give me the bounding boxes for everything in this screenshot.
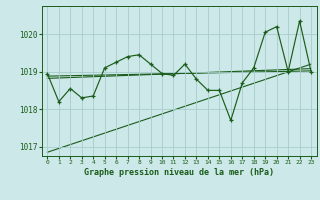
X-axis label: Graphe pression niveau de la mer (hPa): Graphe pression niveau de la mer (hPa) xyxy=(84,168,274,177)
